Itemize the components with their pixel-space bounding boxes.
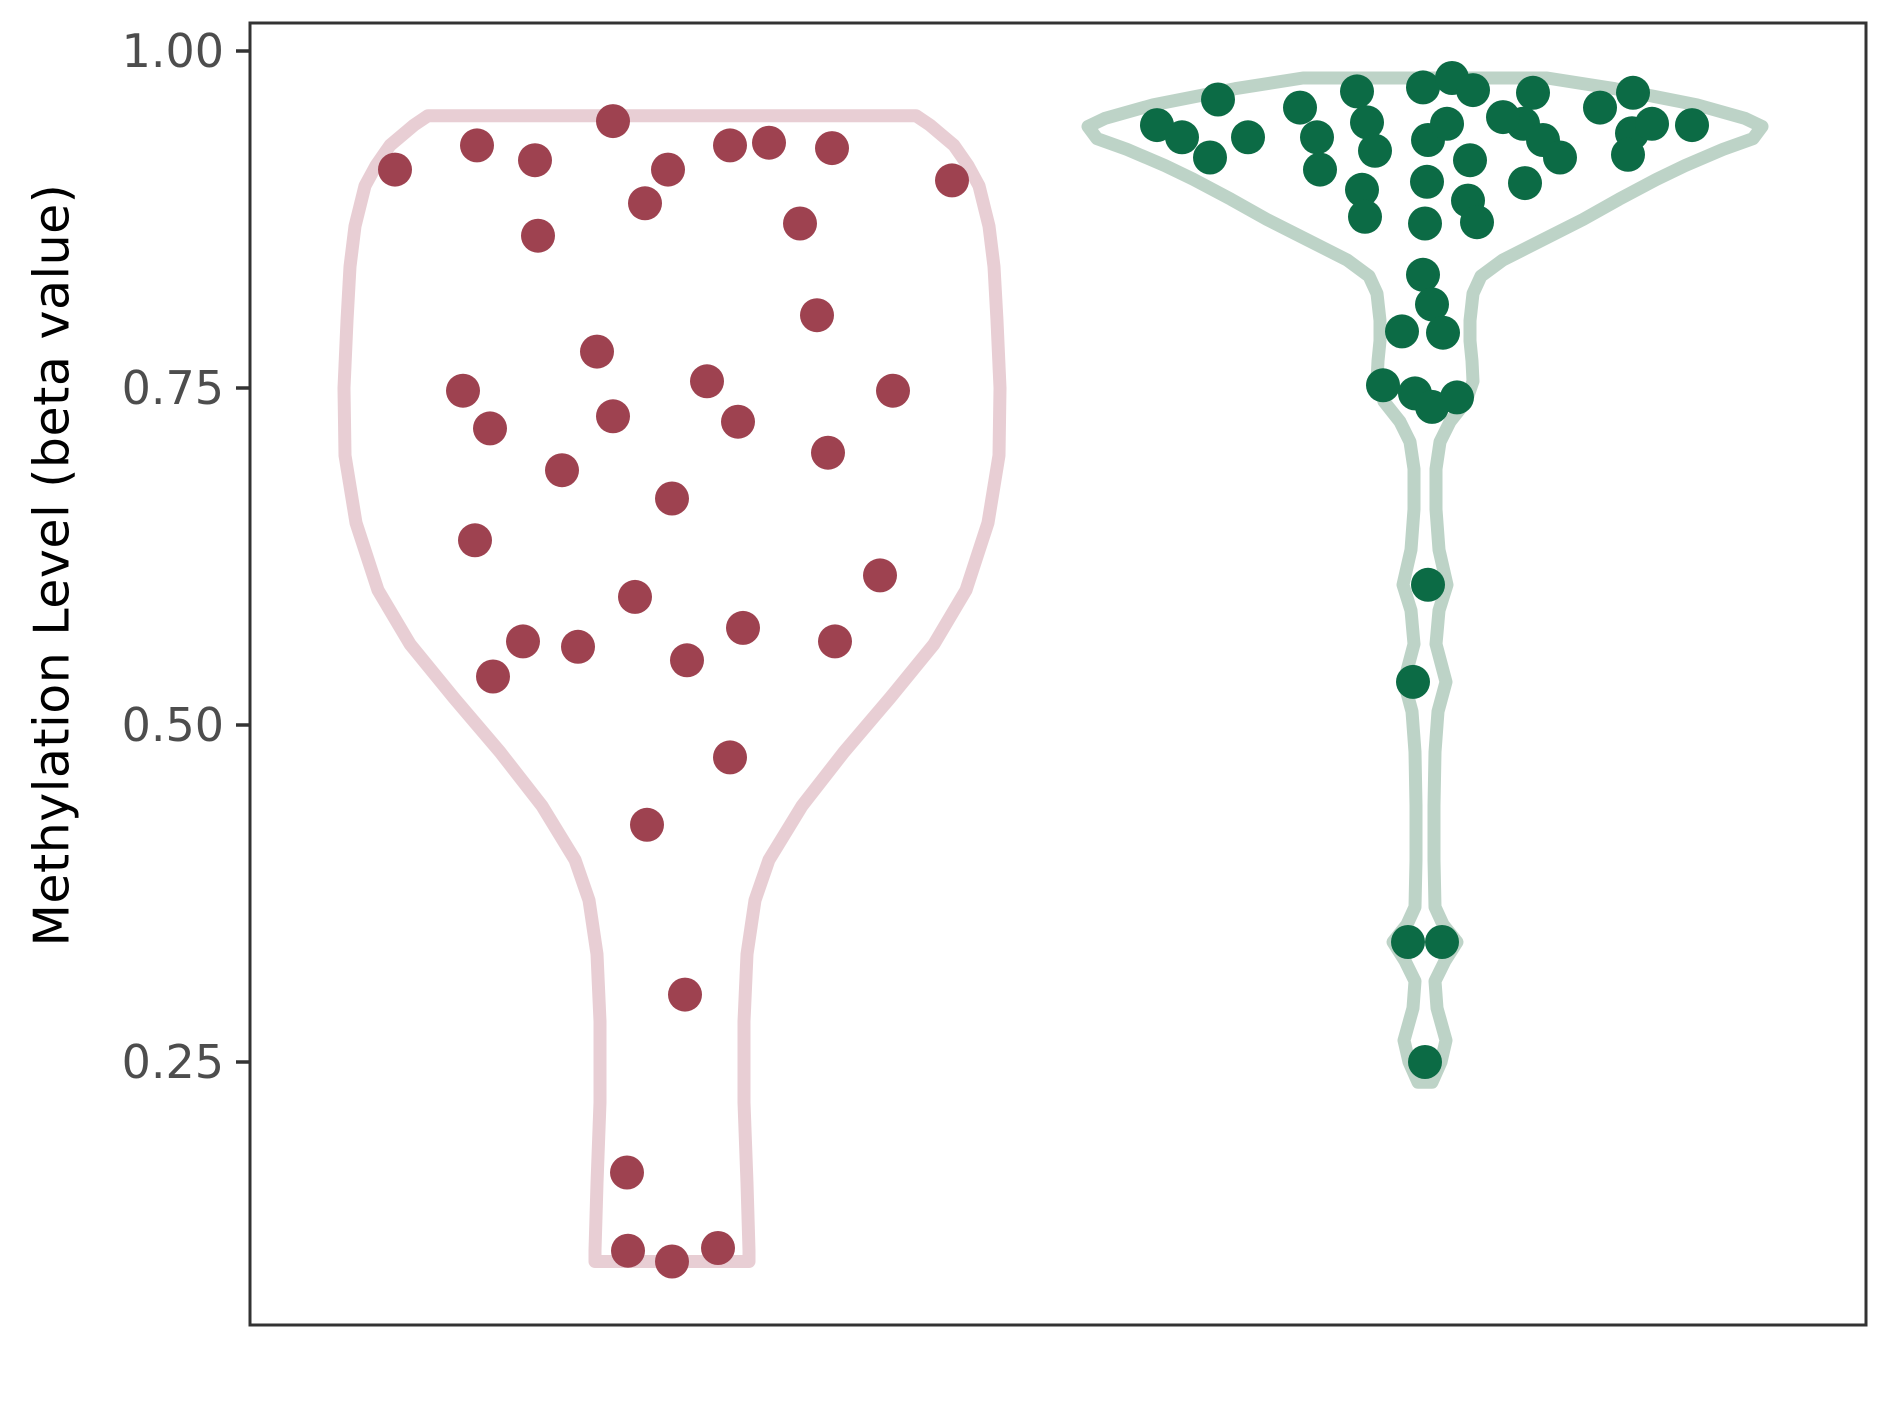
jitter-point — [518, 143, 552, 178]
jitter-point — [818, 624, 852, 659]
jitter-point — [1396, 664, 1430, 699]
y-axis-ticks: 1.00 0.75 0.50 0.25 — [122, 24, 250, 1089]
jitter-point — [668, 977, 702, 1012]
jitter-point — [800, 298, 834, 333]
left-violin-outline — [337, 109, 1007, 1268]
jitter-point — [1201, 82, 1235, 117]
jitter-point — [1231, 120, 1265, 155]
jitter-point — [610, 1155, 644, 1190]
jitter-point — [1410, 164, 1444, 199]
jitter-point — [1611, 137, 1645, 172]
jitter-point — [690, 364, 724, 399]
jitter-point — [545, 453, 579, 488]
jitter-point — [876, 373, 910, 408]
jitter-point — [1165, 120, 1199, 155]
jitter-point — [596, 104, 630, 139]
jitter-point — [1486, 100, 1520, 135]
jitter-point — [1300, 120, 1334, 155]
jitter-point — [1460, 205, 1494, 240]
jitter-point — [1440, 380, 1474, 415]
jitter-point — [378, 152, 412, 187]
jitter-point — [1348, 199, 1382, 234]
jitter-point — [655, 481, 689, 516]
jitter-point — [1406, 70, 1440, 105]
y-tick-label: 0.25 — [122, 1035, 224, 1089]
jitter-point — [596, 399, 630, 434]
jitter-point — [458, 523, 492, 558]
violin-outlines — [337, 71, 1769, 1268]
jitter-point — [935, 163, 969, 198]
jitter-point — [655, 1244, 689, 1279]
jitter-point — [618, 579, 652, 614]
jitter-point — [580, 334, 614, 369]
jitter-point — [1426, 315, 1460, 350]
y-tick-label: 1.00 — [122, 24, 224, 78]
jitter-point — [651, 152, 685, 187]
y-tick-label: 0.50 — [122, 698, 224, 752]
jitter-point — [1516, 75, 1550, 110]
y-tick-label: 0.75 — [122, 361, 224, 415]
jitter-point — [1391, 925, 1425, 959]
jitter-point — [1508, 166, 1542, 201]
jitter-point — [1453, 143, 1487, 178]
jitter-point — [1415, 287, 1449, 322]
jitter-point — [1411, 567, 1445, 602]
jitter-point — [713, 128, 747, 163]
jitter-point — [628, 186, 662, 221]
jitter-point — [1408, 206, 1442, 241]
jitter-point — [815, 131, 849, 166]
jitter-point — [701, 1231, 735, 1265]
jitter-point — [476, 659, 510, 694]
jitter-point — [811, 435, 845, 470]
panel-border-rect — [248, 21, 1868, 1327]
jitter-point — [460, 128, 494, 163]
jitter-point — [446, 373, 480, 408]
jitter-point — [726, 610, 760, 645]
jitter-point — [521, 218, 555, 253]
panel-border — [248, 21, 1868, 1327]
jitter-points — [378, 61, 1709, 1279]
jitter-point — [1366, 368, 1400, 403]
jitter-point — [1283, 90, 1317, 125]
jitter-point — [1406, 257, 1440, 292]
jitter-point — [1408, 1045, 1442, 1079]
jitter-point — [1193, 140, 1227, 175]
jitter-point — [863, 558, 897, 593]
jitter-point — [1358, 133, 1392, 168]
jitter-point — [630, 807, 664, 842]
jitter-point — [752, 125, 786, 160]
jitter-point — [611, 1233, 645, 1268]
jitter-point — [1635, 106, 1669, 141]
jitter-point — [1350, 105, 1384, 140]
jitter-point — [721, 404, 755, 439]
jitter-point — [670, 643, 704, 678]
jitter-point — [506, 624, 540, 659]
jitter-point — [1385, 314, 1419, 349]
jitter-point — [713, 740, 747, 775]
jitter-point — [1303, 152, 1337, 187]
jitter-point — [561, 629, 595, 664]
jitter-point — [783, 206, 817, 241]
jitter-point — [1675, 108, 1709, 143]
jitter-point — [1425, 925, 1459, 959]
jitter-point — [1430, 106, 1464, 141]
jitter-point — [473, 411, 507, 446]
jitter-point — [1456, 73, 1490, 108]
jitter-point — [1543, 140, 1577, 175]
jitter-point — [1616, 75, 1650, 110]
jitter-point — [1340, 74, 1374, 109]
jitter-point — [1583, 90, 1617, 125]
jitter-point — [1345, 172, 1379, 207]
